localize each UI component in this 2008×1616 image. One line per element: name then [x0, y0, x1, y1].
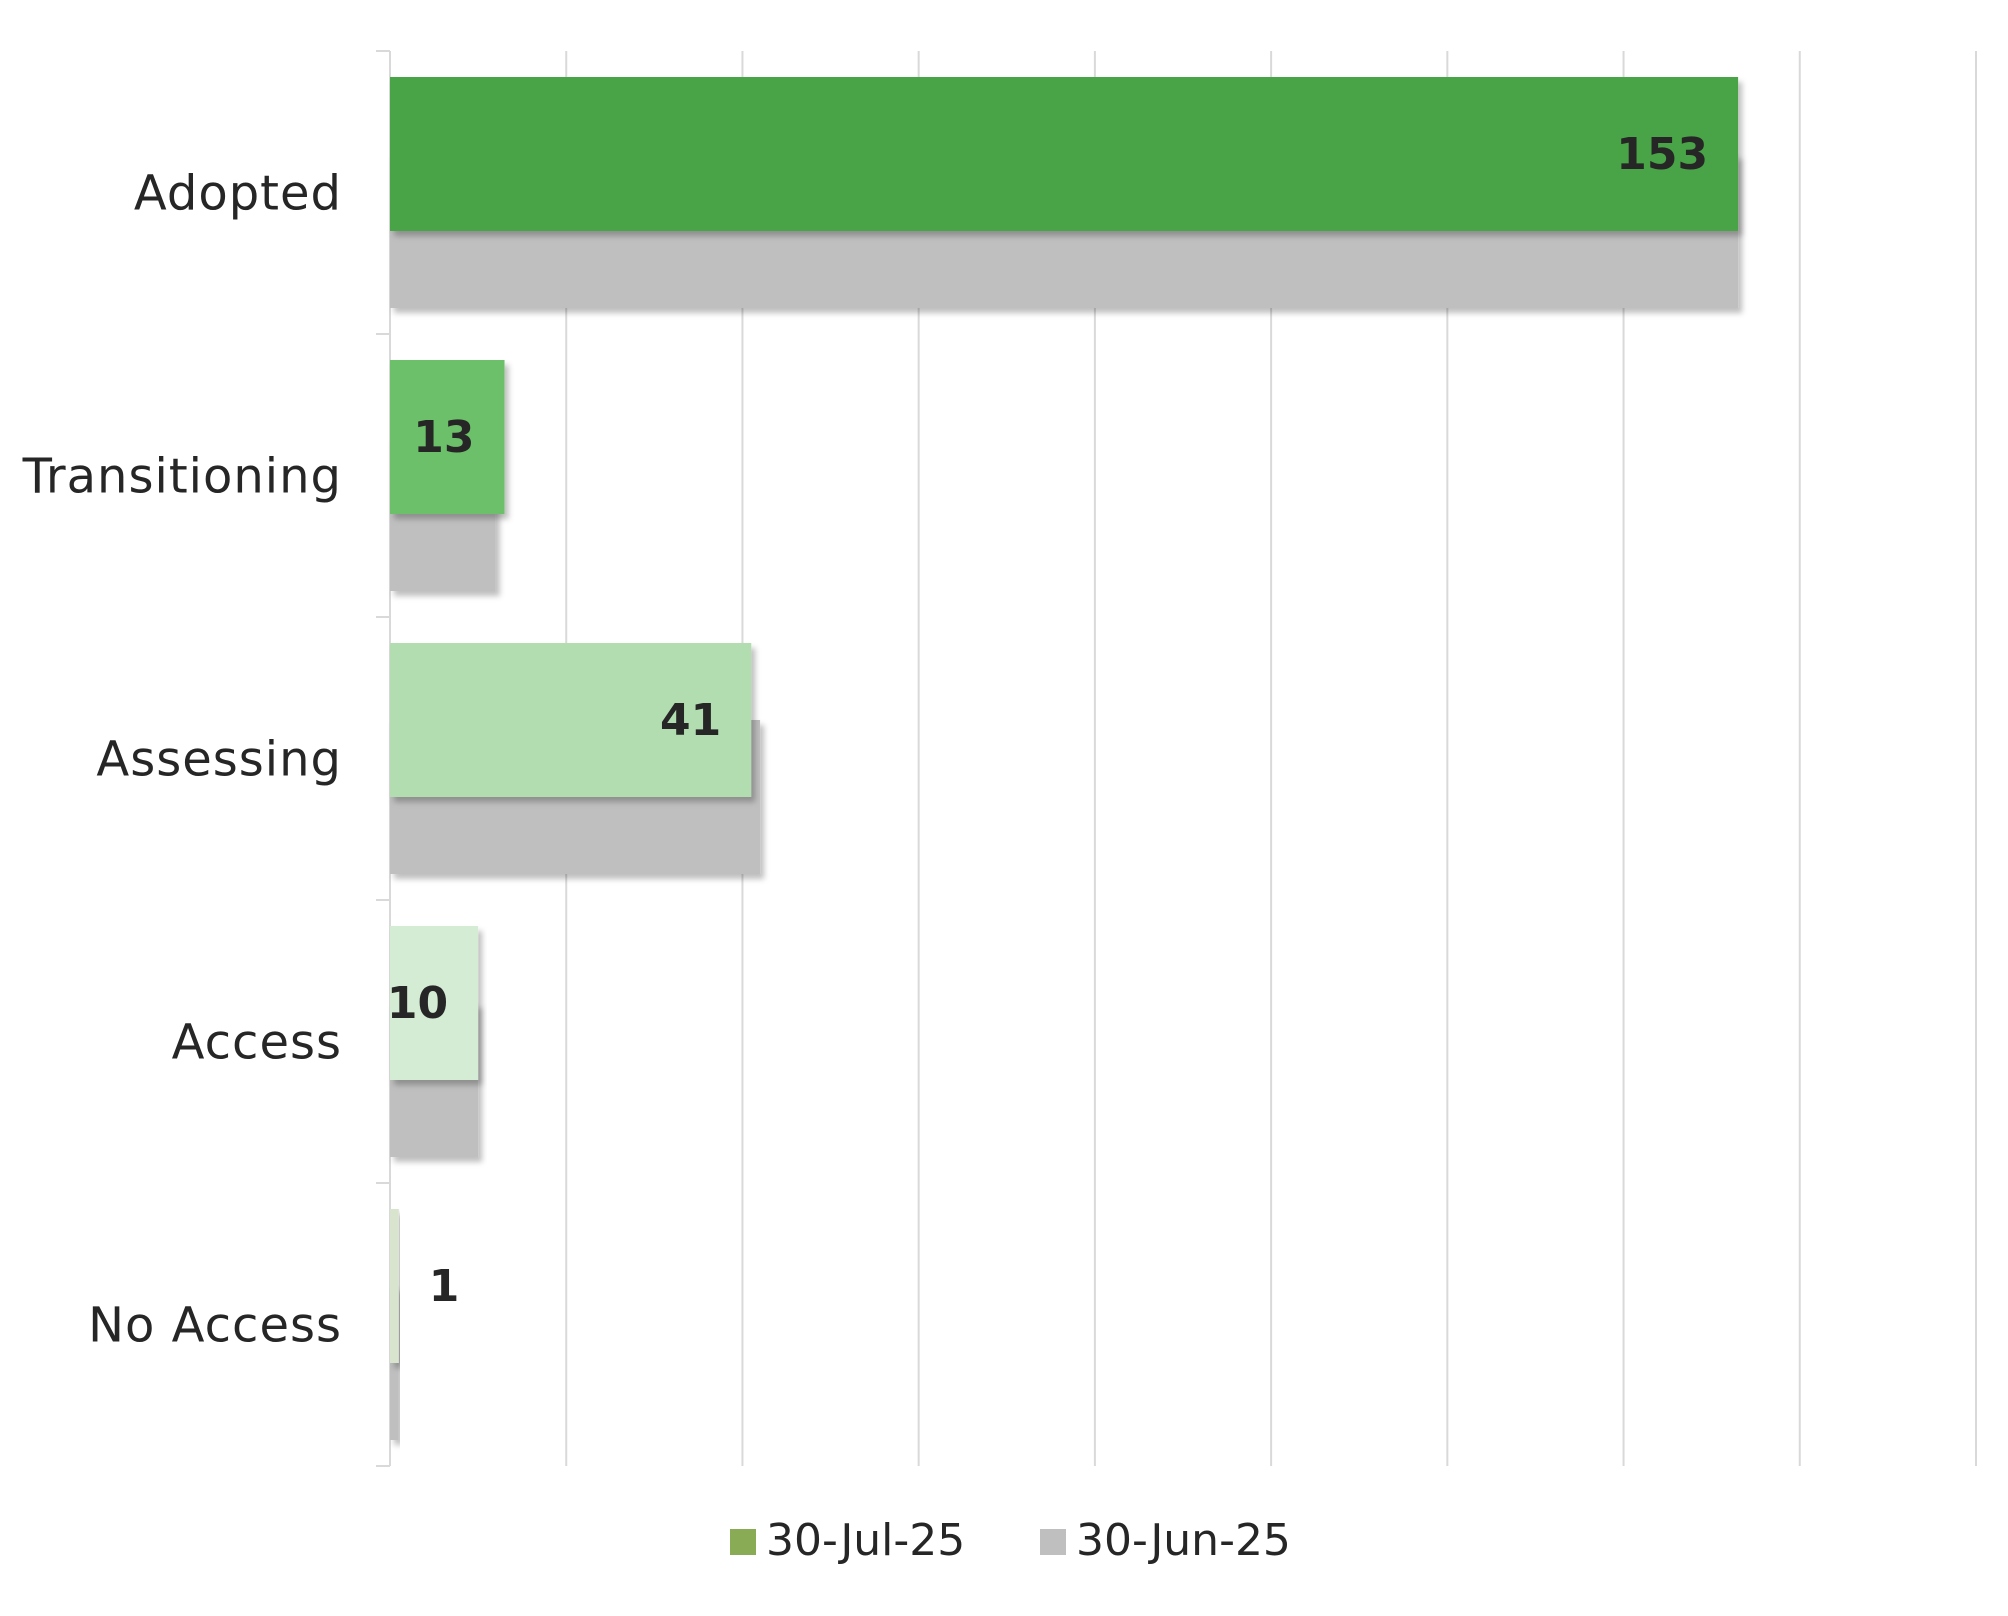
bar-transitioning-jul: [390, 360, 505, 514]
y-axis: [376, 50, 391, 1467]
legend-label-2: 30-Jun-25: [1076, 1515, 1291, 1566]
data-label-adopted: 153: [1616, 129, 1708, 180]
data-label-no-access: 1: [429, 1261, 460, 1312]
legend-swatch-2: [1040, 1529, 1066, 1555]
legend: 30-Jul-25 30-Jun-25: [730, 1515, 1291, 1566]
bars: [390, 77, 1739, 1440]
bar-no-access-jul: [390, 1209, 399, 1363]
category-label-transitioning: Transitioning: [22, 449, 342, 505]
category-label-assessing: Assessing: [96, 732, 342, 788]
category-label-no-access: No Access: [88, 1298, 342, 1354]
category-labels: Adopted Transitioning Assessing Access No Ac…: [22, 166, 342, 1354]
legend-swatch-1: [730, 1529, 756, 1555]
legend-label-1: 30-Jul-25: [766, 1515, 965, 1566]
data-label-transitioning: 13: [413, 412, 474, 463]
bar-access-jul: [390, 926, 479, 1080]
category-label-access: Access: [172, 1015, 342, 1071]
data-labels: 153 13 41 10 1: [387, 129, 1708, 1312]
bar-assessing-jul: [390, 643, 752, 797]
data-label-access: 10: [387, 978, 448, 1029]
bar-adopted-jul: [390, 77, 1739, 231]
category-label-adopted: Adopted: [134, 166, 342, 222]
data-label-assessing: 41: [660, 695, 721, 746]
